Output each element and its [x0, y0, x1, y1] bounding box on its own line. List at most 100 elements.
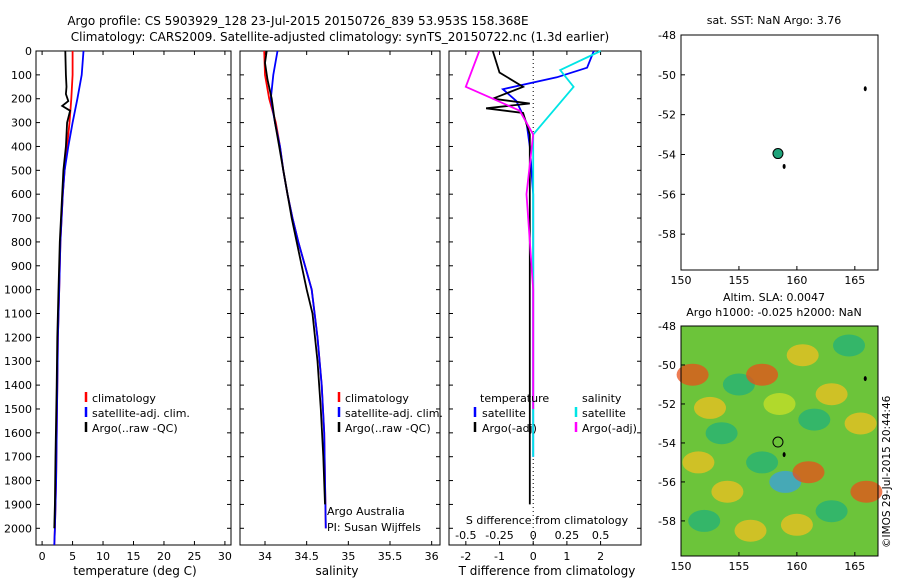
sla-blob [694, 396, 726, 419]
x-tick-label: 1 [563, 550, 570, 563]
diff-legend-s-title: salinity [582, 392, 622, 405]
sal-legend-argo: Argo(..raw -QC) [345, 422, 431, 435]
y-tick-label: 1200 [4, 331, 32, 344]
x-tick-label: 10 [96, 550, 110, 563]
sla-map-title-2: Argo h1000: -0.025 h2000: NaN [686, 306, 862, 319]
sst-map-panel: 150 155 160 165 -48 -50 -52 -54 -56 -58 [658, 29, 879, 287]
x-tick-label: 160 [786, 560, 807, 573]
x-tick-label: 155 [728, 560, 749, 573]
x-tick-label: 165 [844, 274, 865, 287]
x-tick-label: -1 [494, 550, 505, 563]
sla-blob [746, 451, 779, 474]
diff-legend-t-satellite: satellite [482, 407, 526, 420]
x-tick-label: 150 [671, 560, 692, 573]
y-tick-label: 500 [11, 164, 32, 177]
difference-xlabel-top: S difference from climatology [466, 514, 629, 527]
sla-blob [722, 373, 755, 396]
y-tick-label: -56 [658, 188, 676, 201]
x-tick-label: 150 [671, 274, 692, 287]
series-line-climatology [263, 50, 327, 529]
sal-annotation-1: Argo Australia [327, 505, 405, 518]
sla-blob [792, 461, 825, 484]
y-tick-label: 1300 [4, 355, 32, 368]
y-tick-label: 1100 [4, 308, 32, 321]
x-tick-label: 20 [157, 550, 171, 563]
y-tick-label: 100 [11, 69, 32, 82]
y-tick-label: 2000 [4, 522, 32, 535]
g-sal-frame [239, 50, 441, 546]
sla-blob [780, 513, 813, 536]
sla-blob [763, 393, 796, 415]
y-tick-label: 600 [11, 188, 32, 201]
profile-location-marker [772, 148, 784, 160]
sst-map-title: sat. SST: NaN Argo: 3.76 [707, 14, 841, 27]
y-tick-label: 700 [11, 212, 32, 225]
sla-blob [833, 334, 865, 357]
x-tick-label: 36 [425, 550, 439, 563]
y-tick-label: -54 [658, 437, 676, 450]
s-tick-label: 0 [530, 529, 537, 542]
y-tick-label: 1700 [4, 451, 32, 464]
series-line-s-argo-adj- [464, 50, 535, 409]
temp-legend-argo: Argo(..raw -QC) [92, 422, 178, 435]
diff-legend-t-argo: Argo(-adj) [482, 422, 537, 435]
title-line-2: Climatology: CARS2009. Satellite-adjuste… [71, 30, 609, 44]
series-line-t-argo-adj- [485, 50, 531, 505]
s-tick-label: 0.25 [555, 529, 580, 542]
s-tick-label: 0.5 [592, 529, 610, 542]
salinity-panel: 34 34.5 35 35.5 36 [239, 50, 441, 563]
sla-blob [815, 383, 848, 406]
y-tick-label: -58 [658, 228, 676, 241]
sla-blob [815, 500, 848, 523]
sal-legend-climatology: climatology [345, 392, 409, 405]
sla-blob [682, 451, 715, 474]
sla-blob [676, 363, 709, 386]
sla-blob [786, 344, 819, 367]
sal-annotation-2: PI: Susan Wijffels [327, 521, 421, 534]
y-tick-label: 1800 [4, 475, 32, 488]
sla-blob [798, 408, 831, 431]
island-mark [782, 452, 786, 458]
y-tick-label: -56 [658, 476, 676, 489]
x-tick-label: 165 [844, 560, 865, 573]
x-tick-label: 0 [530, 550, 537, 563]
y-tick-label: 1000 [4, 284, 32, 297]
profile-location-marker [772, 436, 784, 448]
diff-legend-t-title: temperature [480, 392, 549, 405]
x-tick-label: 35.5 [378, 550, 403, 563]
imos-credit: ©IMOS 29-Jul-2015 20:44:46 [881, 395, 893, 548]
sla-map-panel: 150 155 160 165 -48 -50 -52 -54 -56 -58 [658, 320, 883, 573]
y-tick-label: 400 [11, 140, 32, 153]
series-line-satellite-adj-clim- [269, 50, 327, 529]
y-tick-label: 200 [11, 93, 32, 106]
y-tick-label: -48 [658, 320, 676, 333]
x-tick-label: 35 [341, 550, 355, 563]
y-tick-label: -48 [658, 29, 676, 42]
g-sst-frame [680, 34, 879, 271]
s-tick-label: -0.25 [485, 529, 513, 542]
series-line-argo [264, 50, 326, 505]
y-tick-label: -52 [658, 109, 676, 122]
salinity-xlabel: salinity [315, 564, 358, 578]
diff-legend-s-satellite: satellite [582, 407, 626, 420]
y-tick-label: -54 [658, 148, 676, 161]
series-line-argo [53, 50, 72, 529]
y-tick-label: 300 [11, 117, 32, 130]
sla-blob [850, 480, 883, 503]
y-tick-label: 1600 [4, 427, 32, 440]
difference-xlabel: T difference from climatology [458, 564, 636, 578]
x-tick-label: 160 [786, 274, 807, 287]
sla-blob [734, 519, 767, 542]
sla-blob [705, 422, 738, 445]
island-mark [782, 163, 786, 169]
g-diff-frame [448, 50, 642, 546]
temperature-xlabel: temperature (deg C) [73, 564, 196, 578]
g-temp-frame [35, 50, 232, 546]
y-tick-label: -50 [658, 69, 676, 82]
s-tick-label: -0.5 [455, 529, 476, 542]
x-tick-label: -2 [460, 550, 471, 563]
temperature-panel: 0 5 10 15 20 25 300100200300400500600700800900… [4, 45, 232, 563]
y-tick-label: 1400 [4, 379, 32, 392]
sla-blob [746, 363, 779, 386]
sla-map-title-1: Altim. SLA: 0.0047 [723, 291, 825, 304]
